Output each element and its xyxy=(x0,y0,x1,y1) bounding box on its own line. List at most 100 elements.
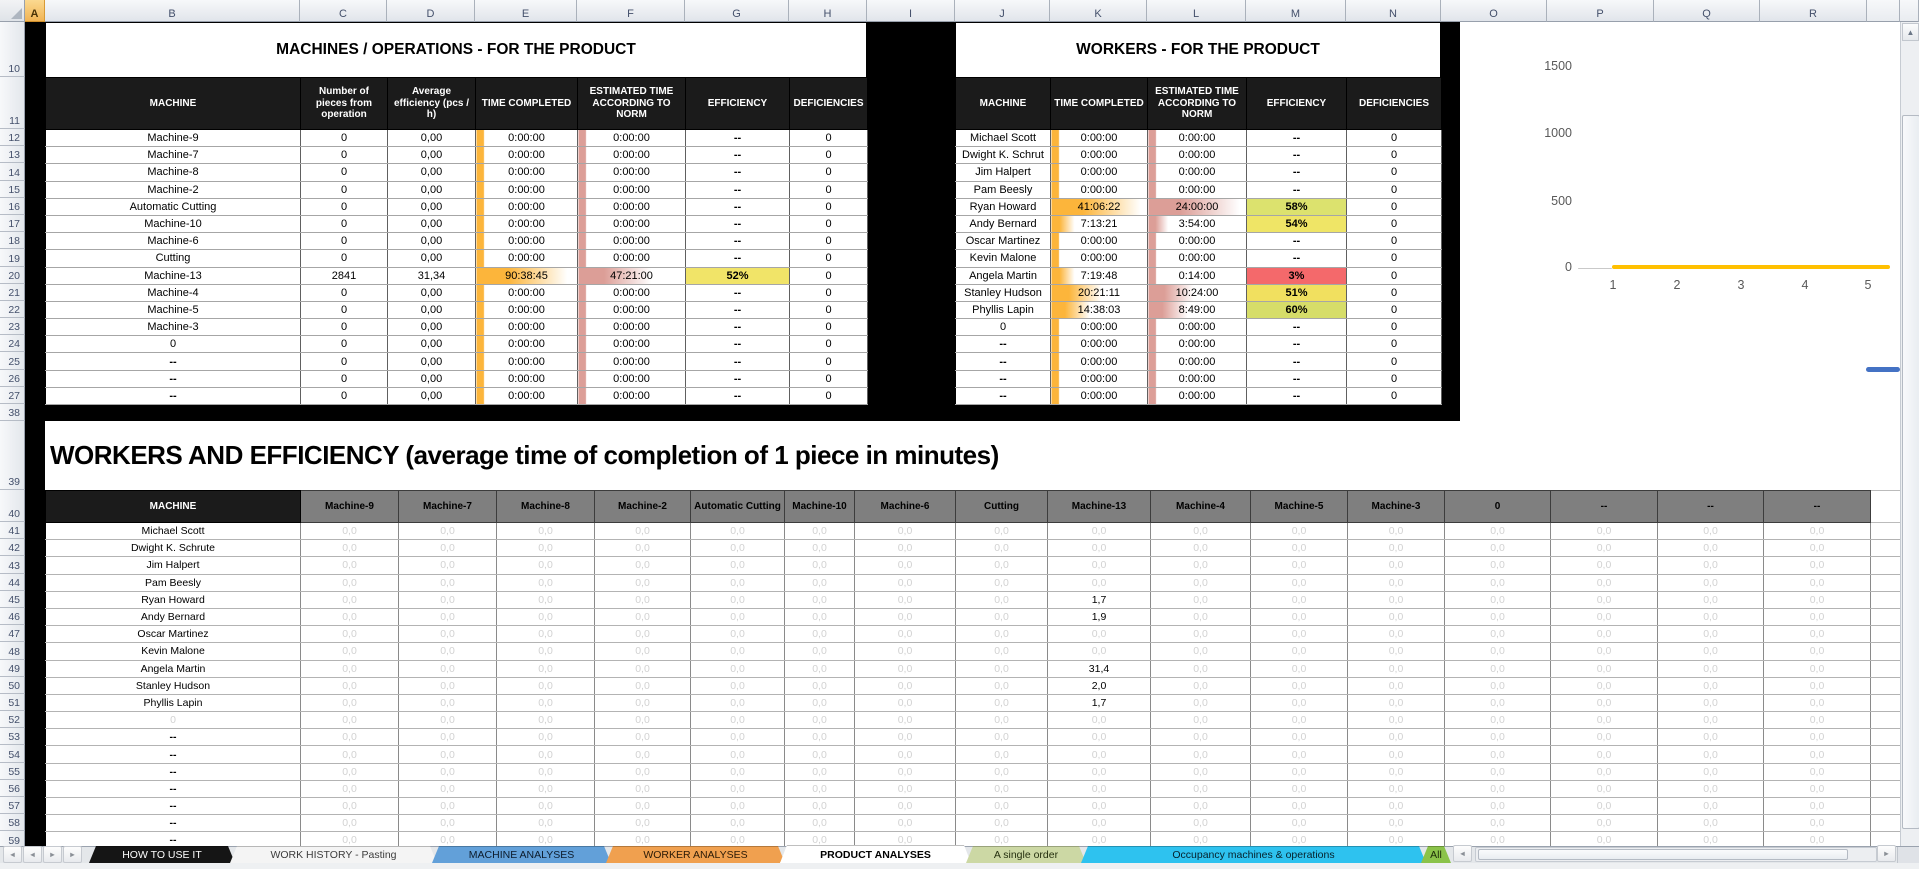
cell-minutes-per-piece[interactable]: 0,0 xyxy=(594,539,691,558)
cell-pieces[interactable]: 0 xyxy=(300,335,388,354)
cell-efficiency[interactable]: -- xyxy=(1246,129,1347,148)
cell-minutes-per-piece[interactable]: 0,0 xyxy=(854,642,956,661)
cell-minutes-per-piece[interactable]: 0,0 xyxy=(594,522,691,541)
cell-minutes-per-piece[interactable]: 0,0 xyxy=(1657,745,1764,764)
cell-minutes-per-piece[interactable]: 0,0 xyxy=(1250,556,1348,575)
cell-deficiencies[interactable]: 0 xyxy=(789,163,868,182)
cell-deficiencies[interactable]: 0 xyxy=(789,318,868,337)
cell-worker-name[interactable]: Stanley Hudson xyxy=(45,677,301,695)
cell-minutes-per-piece[interactable]: 0,0 xyxy=(784,556,855,575)
row-header-25[interactable]: 25 xyxy=(0,352,25,370)
cell-minutes-per-piece[interactable]: 0,0 xyxy=(1444,763,1551,781)
cell-efficiency[interactable]: -- xyxy=(685,232,790,251)
cell-estimated-time[interactable]: 10:24:00 xyxy=(1147,284,1247,302)
column-header-F[interactable]: F xyxy=(577,0,685,22)
cell-minutes-per-piece[interactable]: 0,0 xyxy=(300,677,399,695)
cell-minutes-per-piece[interactable]: 0,0 xyxy=(1347,745,1445,764)
cell-minutes-per-piece[interactable]: 0,0 xyxy=(1444,677,1551,695)
cell-efficiency[interactable]: 60% xyxy=(1246,301,1347,320)
cell-estimated-time[interactable]: 0:00:00 xyxy=(577,146,686,165)
cell-minutes-per-piece[interactable]: 0,0 xyxy=(594,780,691,799)
cell-minutes-per-piece[interactable]: 0,0 xyxy=(594,625,691,644)
column-header-cell[interactable]: Machine-5 xyxy=(1250,490,1348,523)
cell-avg-efficiency[interactable]: 0,00 xyxy=(387,335,476,354)
cell-deficiencies[interactable]: 0 xyxy=(789,335,868,354)
cell-minutes-per-piece[interactable]: 0,0 xyxy=(690,728,785,747)
row-header-54[interactable]: 54 xyxy=(0,745,25,763)
cell-minutes-per-piece[interactable]: 0,0 xyxy=(1444,608,1551,627)
cell-machine-name[interactable]: Machine-3 xyxy=(45,318,301,337)
cell-minutes-per-piece[interactable]: 0,0 xyxy=(955,763,1048,781)
cell-empty[interactable] xyxy=(1870,522,1901,541)
row-header-47[interactable]: 47 xyxy=(0,625,25,643)
cell-minutes-per-piece[interactable]: 0,0 xyxy=(1250,694,1348,713)
cell-minutes-per-piece[interactable]: 0,0 xyxy=(1550,574,1658,592)
cell-minutes-per-piece[interactable]: 0,0 xyxy=(1763,591,1871,609)
cell-minutes-per-piece[interactable]: 0,0 xyxy=(1347,711,1445,730)
cell-pieces[interactable]: 0 xyxy=(300,215,388,234)
cell-worker-name[interactable]: Andy Bernard xyxy=(955,215,1051,234)
cell-time-completed[interactable]: 0:00:00 xyxy=(475,181,578,199)
row-header-15[interactable]: 15 xyxy=(0,180,25,198)
cell-minutes-per-piece[interactable]: 0,0 xyxy=(1150,574,1251,592)
cell-machine-name[interactable]: Automatic Cutting xyxy=(45,198,301,216)
cell-minutes-per-piece[interactable]: 0,0 xyxy=(300,814,399,833)
cell-efficiency[interactable]: -- xyxy=(1246,163,1347,182)
cell-minutes-per-piece[interactable]: 0,0 xyxy=(955,677,1048,695)
cell-minutes-per-piece[interactable]: 0,0 xyxy=(690,814,785,833)
cell-deficiencies[interactable]: 0 xyxy=(1346,129,1442,148)
cell-efficiency[interactable]: -- xyxy=(685,335,790,354)
row-header-16[interactable]: 16 xyxy=(0,197,25,215)
cell-minutes-per-piece[interactable]: 0,0 xyxy=(594,608,691,627)
cell-worker-name[interactable]: -- xyxy=(955,335,1051,354)
cell-minutes-per-piece[interactable]: 0,0 xyxy=(854,763,956,781)
cell-minutes-per-piece[interactable]: 0,0 xyxy=(594,797,691,816)
cell-minutes-per-piece[interactable]: 0,0 xyxy=(784,591,855,609)
cell-minutes-per-piece[interactable]: 0,0 xyxy=(594,728,691,747)
cell-time-completed[interactable]: 0:00:00 xyxy=(475,335,578,354)
column-header-cell[interactable]: MACHINE xyxy=(45,77,301,130)
cell-minutes-per-piece[interactable]: 0,0 xyxy=(1250,677,1348,695)
cell-empty[interactable] xyxy=(1870,728,1901,747)
cell-efficiency[interactable]: -- xyxy=(1246,146,1347,165)
cell-minutes-per-piece[interactable]: 0,0 xyxy=(1047,556,1151,575)
cell-minutes-per-piece[interactable]: 0,0 xyxy=(854,660,956,678)
row-header-45[interactable]: 45 xyxy=(0,590,25,608)
cell-minutes-per-piece[interactable]: 0,0 xyxy=(496,660,595,678)
column-header-N[interactable]: N xyxy=(1346,0,1441,22)
cell-efficiency[interactable]: -- xyxy=(685,129,790,148)
cell-empty[interactable] xyxy=(1870,591,1901,609)
cell-estimated-time[interactable]: 8:49:00 xyxy=(1147,301,1247,320)
cell-minutes-per-piece[interactable]: 0,0 xyxy=(1444,574,1551,592)
cell-worker-name[interactable]: Jim Halpert xyxy=(955,163,1051,182)
cell-minutes-per-piece[interactable]: 0,0 xyxy=(398,642,497,661)
cell-minutes-per-piece[interactable]: 0,0 xyxy=(398,608,497,627)
cell-minutes-per-piece[interactable]: 0,0 xyxy=(1657,763,1764,781)
cell-minutes-per-piece[interactable]: 0,0 xyxy=(1444,591,1551,609)
cell-minutes-per-piece[interactable]: 0,0 xyxy=(955,539,1048,558)
cell-deficiencies[interactable]: 0 xyxy=(1346,181,1442,199)
cell-minutes-per-piece[interactable]: 0,0 xyxy=(398,728,497,747)
cell-pieces[interactable]: 0 xyxy=(300,387,388,406)
cell-minutes-per-piece[interactable]: 0,0 xyxy=(1150,780,1251,799)
column-header-E[interactable]: E xyxy=(475,0,577,22)
cell-worker-name[interactable]: -- xyxy=(45,728,301,747)
cell-avg-efficiency[interactable]: 0,00 xyxy=(387,163,476,182)
row-header-41[interactable]: 41 xyxy=(0,522,25,540)
nav-first-button[interactable]: ◄ xyxy=(3,845,22,863)
cell-minutes-per-piece[interactable]: 0,0 xyxy=(1550,694,1658,713)
cell-minutes-per-piece[interactable]: 0,0 xyxy=(594,814,691,833)
cell-time-completed[interactable]: 20:21:11 xyxy=(1050,284,1148,302)
row-header-23[interactable]: 23 xyxy=(0,318,25,336)
cell-avg-efficiency[interactable]: 0,00 xyxy=(387,249,476,268)
row-header-26[interactable]: 26 xyxy=(0,369,25,387)
cell-empty[interactable] xyxy=(1870,625,1901,644)
cell-minutes-per-piece[interactable]: 0,0 xyxy=(1047,642,1151,661)
cell-efficiency[interactable]: -- xyxy=(1246,370,1347,388)
cell-minutes-per-piece[interactable]: 0,0 xyxy=(1250,608,1348,627)
cell-pieces[interactable]: 2841 xyxy=(300,267,388,285)
cell-worker-name[interactable]: Michael Scott xyxy=(45,522,301,541)
cell-minutes-per-piece[interactable]: 0,0 xyxy=(854,539,956,558)
cell-deficiencies[interactable]: 0 xyxy=(1346,370,1442,388)
cell-minutes-per-piece[interactable]: 0,0 xyxy=(300,608,399,627)
